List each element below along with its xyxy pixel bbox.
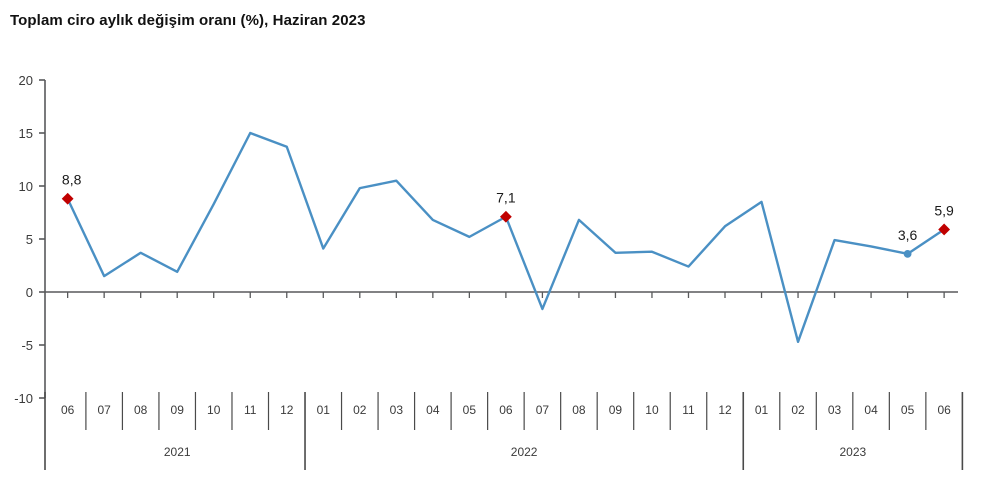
data-point-value-label: 3,6 bbox=[898, 227, 918, 243]
x-axis-month-label: 06 bbox=[937, 403, 951, 417]
y-axis-tick-label: -5 bbox=[21, 338, 33, 353]
y-axis-tick-label: 5 bbox=[26, 232, 33, 247]
x-axis-month-label: 05 bbox=[463, 403, 477, 417]
data-series-line bbox=[66, 131, 946, 344]
x-axis-month-label: 06 bbox=[499, 403, 513, 417]
x-axis-month-label: 09 bbox=[609, 403, 623, 417]
x-axis-month-label: 01 bbox=[755, 403, 769, 417]
chart-title: Toplam ciro aylık değişim oranı (%), Haz… bbox=[10, 12, 366, 29]
x-axis-month-label: 07 bbox=[536, 403, 550, 417]
x-axis-month-label: 01 bbox=[317, 403, 331, 417]
x-axis-month-label: 10 bbox=[207, 403, 221, 417]
x-axis-month-label: 02 bbox=[353, 403, 367, 417]
y-axis-tick-label: 10 bbox=[19, 179, 33, 194]
x-axis-month-label: 12 bbox=[718, 403, 732, 417]
x-axis-year-label: 2021 bbox=[164, 445, 191, 459]
data-point-value-label: 7,1 bbox=[496, 190, 516, 206]
series-line bbox=[66, 131, 946, 344]
x-axis-month-label: 11 bbox=[682, 403, 695, 417]
data-point-labels: 8,8 7,1 3,6 5,9 bbox=[62, 172, 954, 243]
x-axis-year-label: 2023 bbox=[839, 445, 866, 459]
x-axis-month-label: 03 bbox=[828, 403, 842, 417]
y-axis-tick-label: 15 bbox=[19, 126, 33, 141]
x-axis-month-label: 05 bbox=[901, 403, 915, 417]
x-axis-month-label: 04 bbox=[864, 403, 878, 417]
highlight-marker bbox=[61, 192, 74, 205]
data-point-marker bbox=[903, 249, 912, 258]
x-axis-month-label: 06 bbox=[61, 403, 75, 417]
x-axis-month-label: 07 bbox=[97, 403, 111, 417]
x-axis-month-label: 09 bbox=[171, 403, 185, 417]
x-axis-month-label: 08 bbox=[572, 403, 586, 417]
x-axis: 06 07 08 09 10 11 12 01 02 03 04 05 06 07 08 09 10 11 12 01… bbox=[44, 392, 964, 470]
y-axis-tick-label: 0 bbox=[26, 285, 33, 300]
x-axis-month-label: 03 bbox=[390, 403, 404, 417]
data-point-markers bbox=[61, 192, 951, 258]
data-point-value-label: 8,8 bbox=[62, 172, 82, 188]
y-axis-tick-label: -10 bbox=[14, 391, 33, 406]
x-axis-month-label: 02 bbox=[791, 403, 805, 417]
x-axis-month-label: 10 bbox=[645, 403, 659, 417]
x-axis-month-label: 11 bbox=[244, 403, 257, 417]
data-point-value-label: 5,9 bbox=[934, 202, 954, 218]
y-axis-tick-label: 20 bbox=[19, 73, 33, 88]
x-axis-month-label: 08 bbox=[134, 403, 148, 417]
y-axis: -10 -5 0 5 10 15 20 bbox=[14, 73, 958, 406]
highlight-marker bbox=[499, 210, 512, 223]
highlight-marker bbox=[938, 223, 951, 236]
x-axis-year-label: 2022 bbox=[511, 445, 538, 459]
x-axis-month-label: 04 bbox=[426, 403, 440, 417]
x-axis-month-label: 12 bbox=[280, 403, 294, 417]
